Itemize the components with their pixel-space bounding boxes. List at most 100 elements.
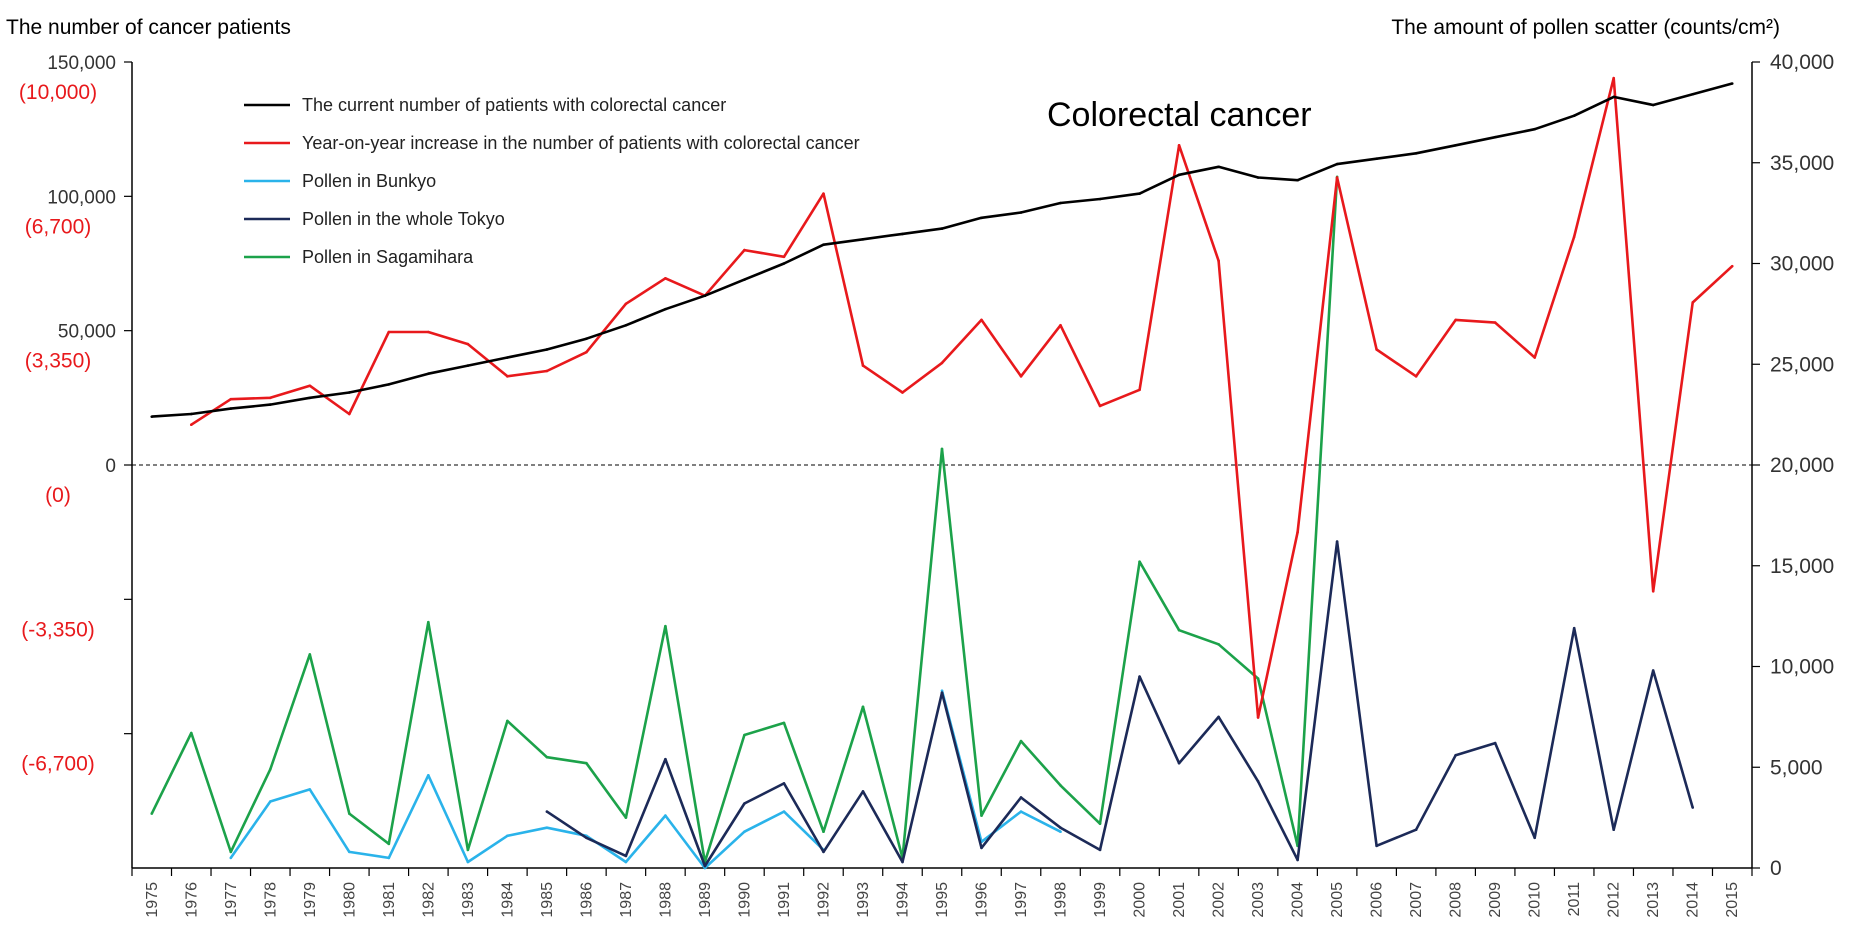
series-line-1 xyxy=(190,76,1734,719)
data-point xyxy=(268,396,272,400)
right-tick-label: 35,000 xyxy=(1770,152,1834,175)
data-point xyxy=(506,356,509,359)
data-point xyxy=(1059,826,1062,829)
data-point xyxy=(1533,356,1536,359)
left-tick-label: 100,000 xyxy=(47,187,116,208)
data-point xyxy=(743,733,746,737)
x-tick-label: 1977 xyxy=(223,882,240,918)
data-point xyxy=(387,330,391,334)
data-point xyxy=(1138,560,1141,564)
data-point xyxy=(940,447,944,451)
data-point xyxy=(1098,822,1102,825)
data-point xyxy=(268,767,272,771)
data-point xyxy=(743,830,746,834)
x-tick-label: 2001 xyxy=(1171,882,1188,918)
x-tick-label: 1989 xyxy=(697,882,714,918)
data-point xyxy=(861,705,865,709)
left-tick-sublabel: (-3,350) xyxy=(21,618,95,641)
data-point xyxy=(901,391,904,394)
right-tick-label: 15,000 xyxy=(1770,555,1834,578)
data-point xyxy=(743,248,746,252)
x-tick-label: 1997 xyxy=(1013,882,1030,918)
legend-label: The current number of patients with colo… xyxy=(302,95,726,115)
x-tick-label: 2015 xyxy=(1724,882,1741,918)
data-point xyxy=(1572,235,1576,238)
left-tick-sublabel: (-6,700) xyxy=(21,753,95,776)
data-point xyxy=(1217,715,1220,719)
data-point xyxy=(1059,323,1062,327)
data-point xyxy=(1296,530,1299,534)
data-point xyxy=(1533,836,1536,840)
data-point xyxy=(1256,716,1260,719)
data-point xyxy=(822,243,825,246)
data-point xyxy=(901,232,904,236)
data-point xyxy=(1177,173,1181,177)
right-tick-label: 30,000 xyxy=(1770,253,1834,276)
x-tick-label: 2013 xyxy=(1645,882,1662,918)
data-point xyxy=(466,848,470,852)
data-point xyxy=(1256,780,1260,783)
right-tick-label: 40,000 xyxy=(1770,51,1834,74)
chart-title: Colorectal cancer xyxy=(1047,96,1312,134)
data-point xyxy=(703,294,707,298)
x-tick-label: 1979 xyxy=(302,882,319,918)
data-point xyxy=(1335,176,1339,179)
data-point xyxy=(1414,828,1418,832)
data-point xyxy=(585,836,588,840)
data-point xyxy=(1493,321,1497,324)
data-point xyxy=(1059,784,1062,787)
data-point xyxy=(1177,761,1181,765)
data-point xyxy=(1217,643,1220,646)
data-point xyxy=(1217,259,1220,263)
data-point xyxy=(427,620,430,624)
data-point xyxy=(782,810,786,813)
x-tick-label: 2011 xyxy=(1566,882,1583,917)
data-point xyxy=(703,866,707,870)
x-tick-label: 1993 xyxy=(855,882,872,918)
data-point xyxy=(545,348,549,351)
data-point xyxy=(940,361,944,365)
data-point xyxy=(1454,143,1457,147)
series-line-3 xyxy=(546,540,1694,868)
data-point xyxy=(1019,375,1023,378)
x-tick-label: 1992 xyxy=(815,882,832,918)
data-point xyxy=(664,814,667,817)
data-point xyxy=(466,860,470,864)
right-axis-title: The amount of pollen scatter (counts/cm²… xyxy=(1391,16,1780,39)
data-point xyxy=(861,238,865,241)
left-axis-title: The number of cancer patients xyxy=(6,16,291,39)
data-point xyxy=(348,850,351,854)
data-point xyxy=(703,864,707,868)
data-point xyxy=(664,276,667,280)
data-point xyxy=(1572,114,1576,118)
x-tick-label: 1980 xyxy=(341,882,358,918)
data-point xyxy=(1059,830,1062,834)
data-point xyxy=(624,323,628,327)
x-tick-label: 1990 xyxy=(736,882,753,918)
right-tick-label: 20,000 xyxy=(1770,454,1834,477)
data-point xyxy=(189,423,193,427)
data-point xyxy=(1177,143,1181,147)
x-tick-label: 1978 xyxy=(262,882,279,918)
legend-label: Year-on-year increase in the number of p… xyxy=(302,133,860,153)
data-point xyxy=(1691,301,1695,304)
data-point xyxy=(940,227,944,230)
data-point xyxy=(506,375,509,378)
data-point xyxy=(901,860,904,864)
data-point xyxy=(624,860,628,864)
data-point xyxy=(980,318,983,322)
x-tick-label: 2004 xyxy=(1290,882,1307,918)
data-point xyxy=(1335,540,1339,543)
data-point xyxy=(1691,806,1695,809)
data-point xyxy=(1651,103,1655,107)
right-tick-label: 10,000 xyxy=(1770,656,1834,679)
x-tick-label: 1976 xyxy=(183,882,200,918)
data-point xyxy=(308,384,312,388)
data-point xyxy=(1651,589,1655,593)
right-axis-ticks: 40,000 35,000 30,000 25,000 20,000 15,000 10,0… xyxy=(1752,51,1834,880)
data-point xyxy=(308,788,312,791)
x-tick-label: 2003 xyxy=(1250,882,1267,918)
data-point xyxy=(980,814,983,817)
data-point xyxy=(1138,192,1141,195)
